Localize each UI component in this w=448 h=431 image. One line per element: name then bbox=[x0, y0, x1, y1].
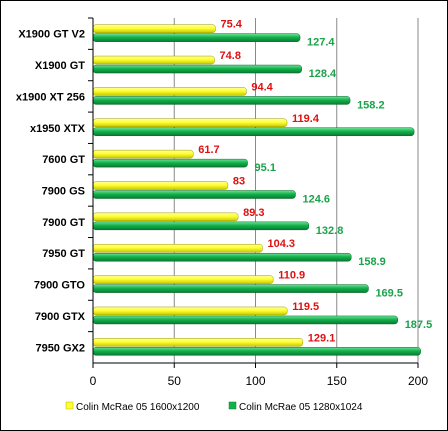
category-label: x1950 XTX bbox=[30, 123, 86, 135]
bar-1600x1200 bbox=[92, 87, 247, 96]
data-label-1280x1024: 158.2 bbox=[357, 99, 385, 111]
bar-1280x1024 bbox=[92, 64, 302, 74]
bar-1280x1024 bbox=[92, 347, 421, 356]
data-label-1600x1200: 83 bbox=[233, 176, 245, 188]
category-label: 7900 GS bbox=[42, 186, 85, 198]
bar-1600x1200 bbox=[92, 55, 215, 65]
x-tick-label: 100 bbox=[245, 374, 265, 388]
bar-1600x1200 bbox=[92, 24, 216, 33]
bar-1280x1024 bbox=[92, 190, 296, 199]
bar-1280x1024 bbox=[92, 315, 398, 325]
data-label-1280x1024: 132.8 bbox=[316, 225, 344, 237]
bar-1600x1200 bbox=[92, 118, 288, 128]
data-label-1600x1200: 74.8 bbox=[220, 50, 241, 62]
data-label-1280x1024: 128.4 bbox=[309, 68, 337, 80]
data-label-1600x1200: 89.3 bbox=[243, 207, 264, 219]
bar-1280x1024 bbox=[92, 252, 352, 262]
bar-1600x1200 bbox=[92, 275, 274, 284]
data-label-1600x1200: 75.4 bbox=[221, 19, 243, 31]
bar-1280x1024 bbox=[92, 158, 248, 168]
bar-1600x1200 bbox=[92, 149, 194, 159]
data-label-1280x1024: 169.5 bbox=[375, 288, 403, 300]
bar-1600x1200 bbox=[92, 338, 304, 347]
x-tick-label: 150 bbox=[327, 374, 347, 388]
legend-label: Colin McRae 05 1280x1024 bbox=[239, 402, 363, 413]
category-label: X1900 GT bbox=[35, 60, 85, 72]
x-tick-label: 200 bbox=[408, 374, 428, 388]
category-label: X1900 GT V2 bbox=[18, 29, 85, 41]
category-label: 7900 GTO bbox=[34, 280, 86, 292]
legend-swatch bbox=[228, 401, 237, 410]
bar-1280x1024 bbox=[92, 96, 351, 105]
category-label: x1900 XT 256 bbox=[16, 91, 85, 103]
data-label-1280x1024: 124.6 bbox=[302, 194, 330, 206]
data-label-1600x1200: 61.7 bbox=[198, 144, 219, 156]
category-label: 7900 GT bbox=[42, 217, 85, 229]
bar-1600x1200 bbox=[92, 181, 229, 190]
data-label-1600x1200: 129.1 bbox=[308, 332, 336, 344]
category-label: 7600 GT bbox=[42, 154, 85, 166]
legend-label: Colin McRae 05 1600x1200 bbox=[76, 402, 200, 413]
data-label-1600x1200: 94.4 bbox=[251, 81, 273, 93]
bar-1280x1024 bbox=[92, 284, 369, 293]
bar-1600x1200 bbox=[92, 243, 263, 253]
category-label: 7950 GX2 bbox=[35, 342, 85, 354]
x-tick-label: 50 bbox=[168, 374, 182, 388]
legend-swatch bbox=[65, 401, 74, 410]
data-label-1600x1200: 104.3 bbox=[267, 238, 295, 250]
bar-1600x1200 bbox=[92, 212, 239, 222]
bar-1280x1024 bbox=[92, 127, 415, 137]
bar-1280x1024 bbox=[92, 221, 310, 231]
bar-1600x1200 bbox=[92, 306, 288, 316]
data-label-1280x1024: 127.4 bbox=[307, 37, 335, 49]
data-label-1280x1024: 187.5 bbox=[405, 319, 433, 331]
category-label: 7900 GTX bbox=[35, 311, 86, 323]
bar-1280x1024 bbox=[92, 33, 301, 42]
data-label-1280x1024: 158.9 bbox=[358, 256, 386, 268]
data-label-1280x1024: 95.1 bbox=[255, 162, 276, 174]
category-label: 7950 GT bbox=[42, 248, 85, 260]
x-tick-label: 0 bbox=[90, 374, 97, 388]
data-label-1600x1200: 110.9 bbox=[278, 270, 305, 282]
data-label-1600x1200: 119.4 bbox=[292, 113, 320, 125]
data-label-1600x1200: 119.5 bbox=[292, 301, 319, 313]
